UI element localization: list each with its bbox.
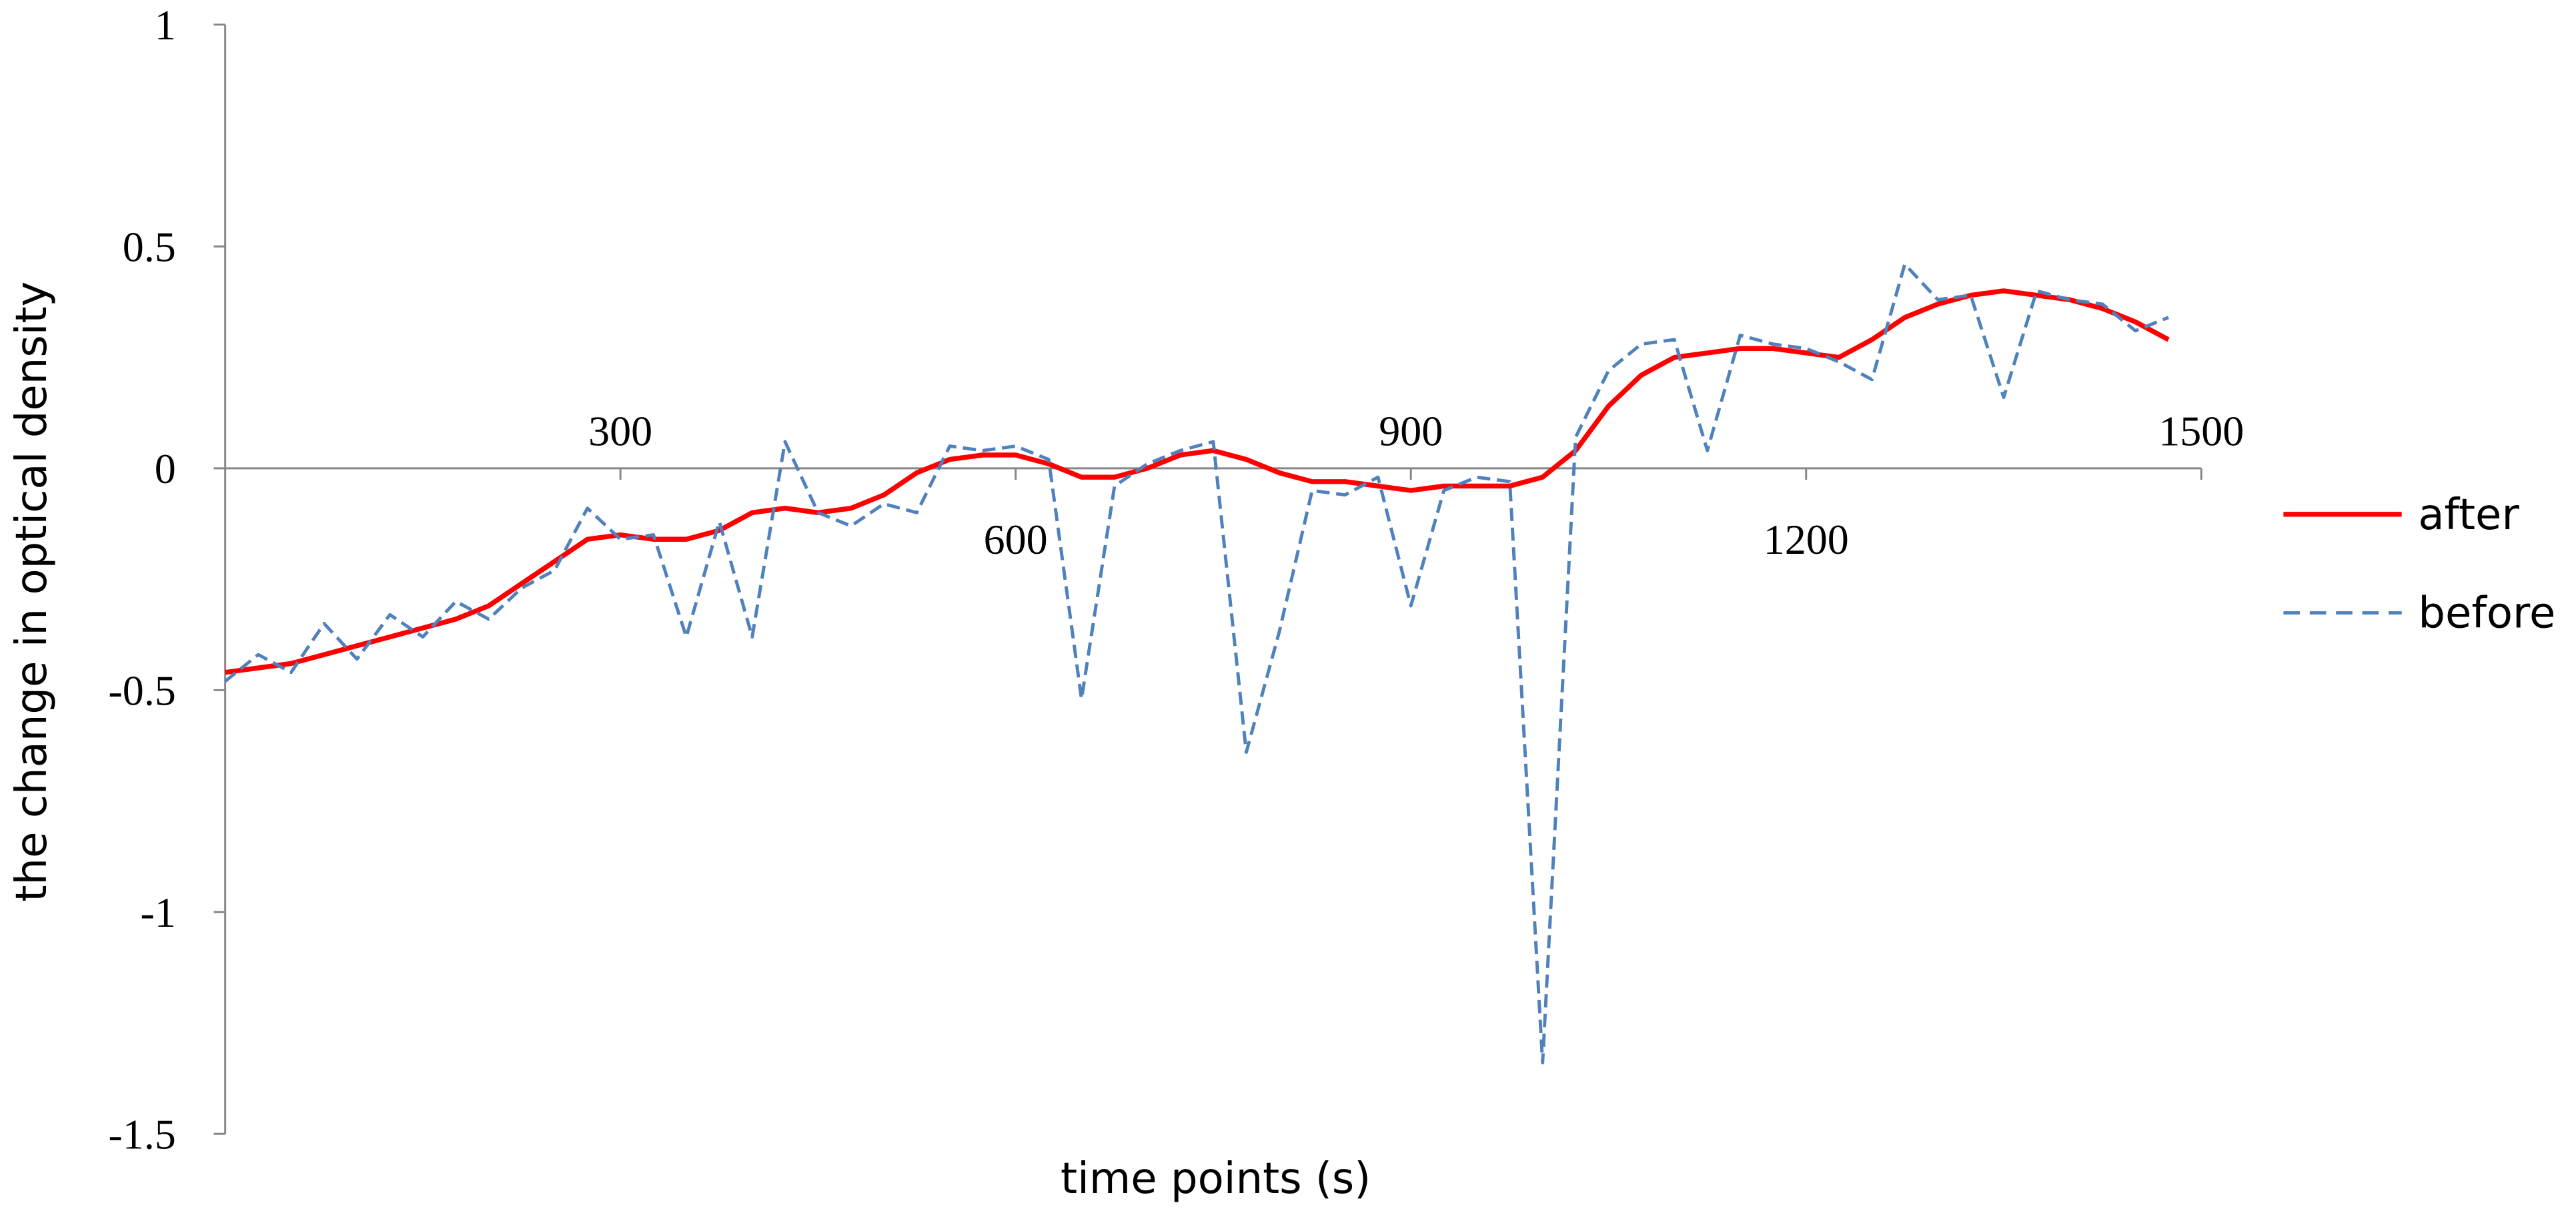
y-tick-label: 1 — [155, 1, 176, 49]
legend-label: after — [2418, 490, 2519, 540]
x-tick-label: 600 — [984, 516, 1048, 563]
x-tick-label: 1500 — [2158, 407, 2244, 454]
y-tick-label: 0.5 — [123, 224, 176, 271]
y-tick-label: -0.5 — [108, 667, 175, 714]
x-tick-label: 300 — [588, 407, 652, 454]
legend-label: before — [2418, 589, 2555, 639]
y-axis-title: the change in optical density — [7, 282, 57, 902]
series-line — [225, 288, 2170, 675]
y-tick-label: -1.5 — [108, 1110, 175, 1158]
x-axis-title: time points (s) — [1061, 1154, 1371, 1204]
y-tick-label: -1 — [140, 889, 175, 936]
series-line — [224, 262, 2169, 1065]
y-tick-label: 0 — [155, 445, 176, 492]
x-tick-label: 1200 — [1764, 516, 1849, 563]
x-tick-label: 900 — [1379, 407, 1443, 454]
